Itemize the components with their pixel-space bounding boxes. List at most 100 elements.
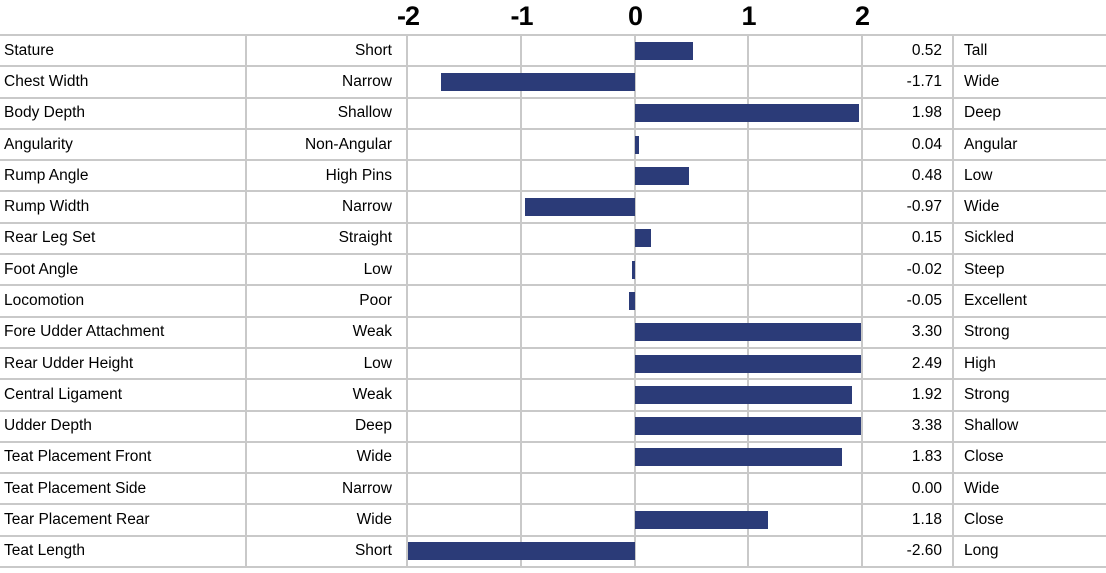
trait-table: Stature Short 0.52 Tall Chest Width Narr… [0,34,1106,568]
low-descriptor: Non-Angular [247,129,408,160]
trait-name: Teat Placement Front [0,442,247,473]
gridline-plus1 [746,129,749,160]
high-descriptor: Sickled [964,229,1014,247]
trait-value: 3.30 [863,317,954,347]
trait-name: Udder Depth [0,411,247,441]
value-bar [634,166,689,185]
table-row: Stature Short 0.52 Tall [0,34,1106,66]
gridline-plus1 [746,255,749,285]
gridline-minus1 [520,380,523,410]
chart-cell [408,67,863,97]
low-descriptor: Low [247,255,408,285]
table-row: Body Depth Shallow 1.98 Deep [0,96,1106,128]
axis-tick-label: 1 [741,1,756,31]
table-row: Rear Udder Height Low 2.49 High [0,346,1106,379]
axis-tick-label: 2 [854,1,870,31]
trait-value: 0.04 [863,129,954,160]
chart-cell [408,411,863,441]
high-descriptor: Strong [964,385,1010,403]
gridline-plus1 [746,192,749,222]
gridline-zero [633,67,636,97]
gridline-minus1 [520,129,523,160]
trait-value: -2.60 [863,536,954,566]
value-bar [634,417,861,436]
gridline-plus1 [746,223,749,254]
trait-name: Locomotion [0,286,247,316]
value-bar [632,260,635,279]
trait-name: Tear Placement Rear [0,505,247,535]
value-bar [634,135,640,154]
chart-cell [408,474,863,504]
trait-name: Rump Angle [0,161,247,191]
low-descriptor: Shallow [247,98,408,128]
high-descriptor: Wide [964,198,1000,216]
gridline-plus1 [746,536,749,566]
low-descriptor: Poor [247,286,408,316]
high-descriptor: Wide [964,72,1000,90]
low-descriptor: Weak [247,317,408,347]
trait-value: 2.49 [863,348,954,379]
gridline-minus1 [520,192,523,222]
table-row: Tear Placement Rear Wide 1.18 Close [0,503,1106,535]
high-descriptor: Excellent [964,291,1027,309]
low-descriptor: Wide [247,442,408,473]
value-bar [634,354,861,373]
trait-value: 0.00 [863,474,954,504]
value-bar [634,229,652,248]
trait-name: Chest Width [0,67,247,97]
trait-value: 0.52 [863,36,954,66]
low-descriptor: Weak [247,380,408,410]
trait-value: 1.98 [863,98,954,128]
gridline-minus1 [520,161,523,191]
chart-cell [408,348,863,379]
value-bar [524,198,635,217]
value-bar [440,72,635,91]
trait-name: Rear Leg Set [0,223,247,254]
high-descriptor: Shallow [964,417,1019,435]
value-bar [634,385,852,404]
chart-cell [408,286,863,316]
value-bar [634,41,694,60]
trait-value: 0.15 [863,223,954,254]
gridline-minus1 [520,348,523,379]
table-row: Locomotion Poor -0.05 Excellent [0,284,1106,316]
high-descriptor: High [964,354,996,372]
gridline-zero [633,192,636,222]
table-row: Rump Width Narrow -0.97 Wide [0,190,1106,222]
trait-name: Rump Width [0,192,247,222]
low-descriptor: Short [247,536,408,566]
gridline-minus1 [520,98,523,128]
high-descriptor: Strong [964,323,1010,341]
high-descriptor: Deep [964,104,1002,122]
gridline-minus1 [520,286,523,316]
value-bar [634,323,861,342]
table-row: Teat Placement Side Narrow 0.00 Wide [0,472,1106,504]
table-row: Rear Leg Set Straight 0.15 Sickled [0,221,1106,254]
table-row: Udder Depth Deep 3.38 Shallow [0,409,1106,441]
trait-value: 0.48 [863,161,954,191]
trait-value: 1.18 [863,505,954,535]
trait-name: Body Depth [0,98,247,128]
trait-name: Stature [0,36,247,66]
trait-value: -1.71 [863,67,954,97]
low-descriptor: Wide [247,505,408,535]
high-descriptor: Close [964,448,1004,466]
table-row: Foot Angle Low -0.02 Steep [0,253,1106,285]
table-row: Rump Angle High Pins 0.48 Low [0,159,1106,191]
table-row: Teat Placement Front Wide 1.83 Close [0,440,1106,473]
gridline-zero [633,474,636,504]
table-row: Angularity Non-Angular 0.04 Angular [0,127,1106,160]
chart-cell [408,192,863,222]
chart-cell [408,317,863,347]
value-bar [634,511,769,530]
table-row: Central Ligament Weak 1.92 Strong [0,378,1106,410]
chart-cell [408,505,863,535]
axis-tick-label: -2 [396,1,420,31]
trait-value: 1.92 [863,380,954,410]
trait-value: 1.83 [863,442,954,473]
gridline-minus1 [520,442,523,473]
low-descriptor: Low [247,348,408,379]
gridline-plus1 [746,36,749,66]
value-bar [628,291,635,310]
